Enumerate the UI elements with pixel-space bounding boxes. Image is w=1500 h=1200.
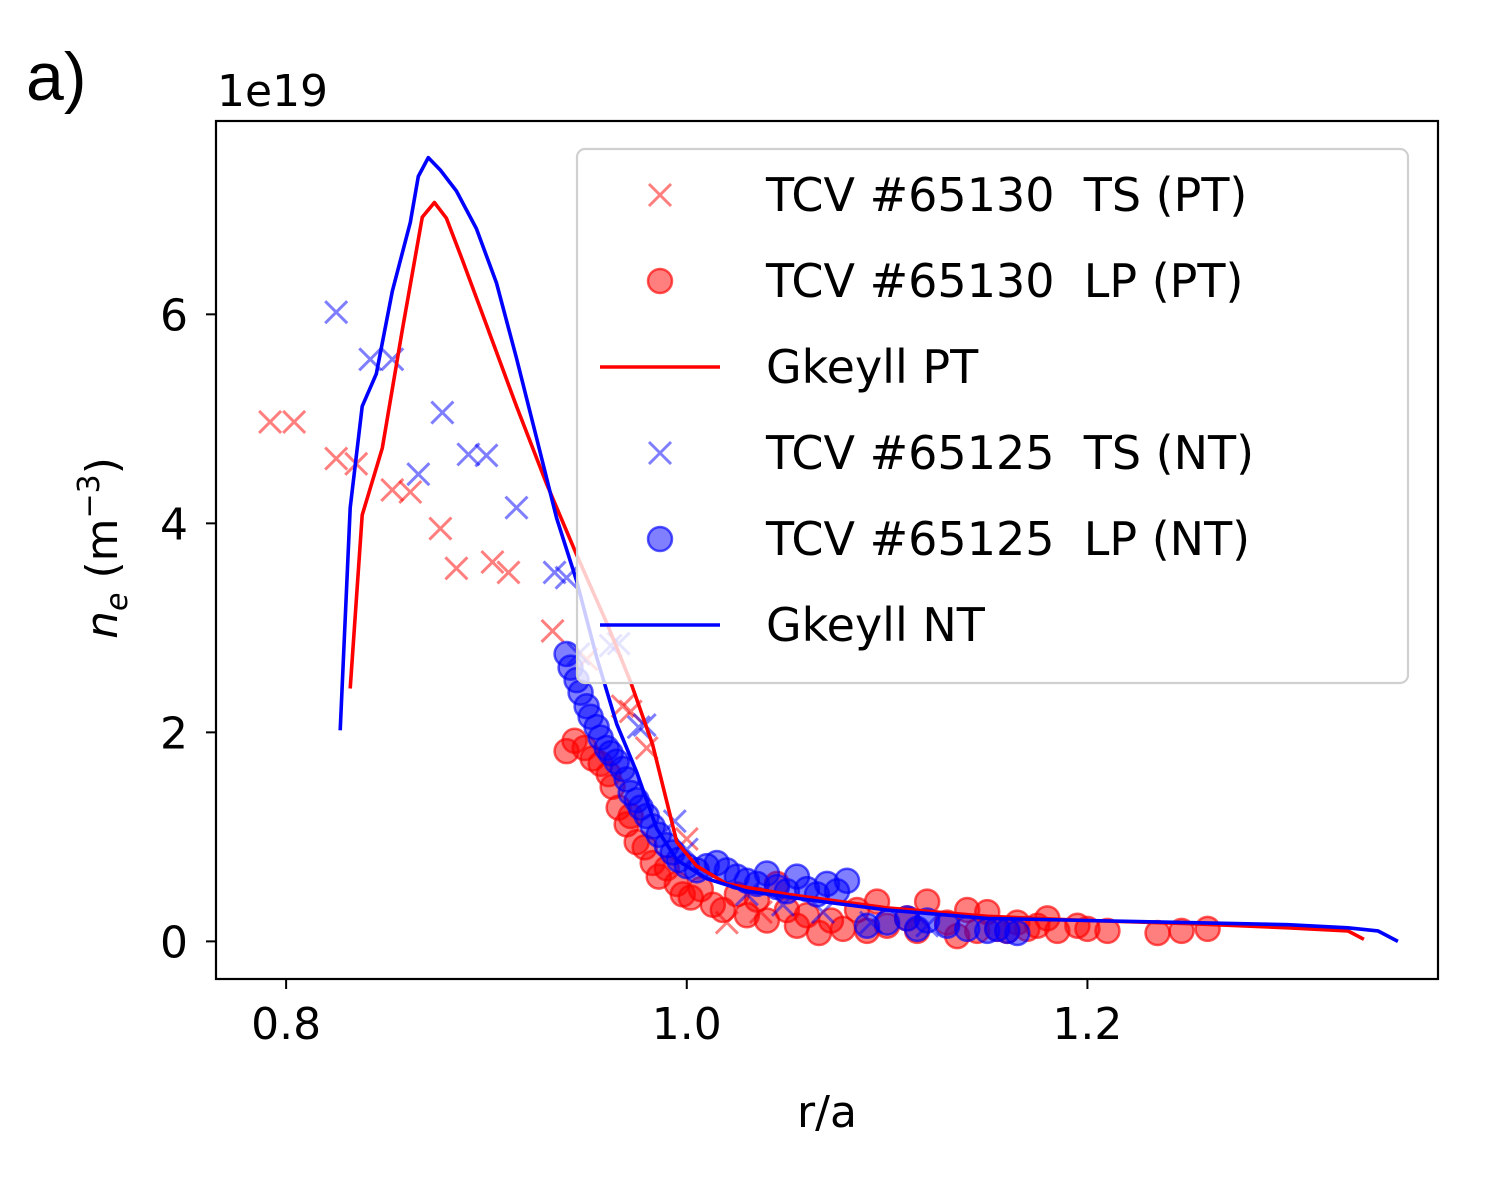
legend-entry: Gkeyll NT: [600, 598, 986, 652]
legend-label: TCV #65125 TS (NT): [765, 426, 1254, 480]
x-tick-label: 1.0: [652, 999, 722, 1050]
data-point-x: [496, 560, 521, 585]
legend-label: TCV #65125 LP (NT): [765, 512, 1250, 566]
legend-x-swatch: [647, 182, 673, 208]
legend-entry: Gkeyll PT: [600, 340, 979, 394]
data-point-circle: [1194, 915, 1221, 943]
data-point-x: [428, 516, 453, 541]
data-point-x: [430, 400, 455, 425]
axis-ticks: 0.8 1.0 1.2 0 2 4 6: [160, 290, 1122, 1050]
data-point-x: [258, 409, 283, 435]
data-point-x: [542, 560, 567, 585]
y-tick-label: 2: [160, 708, 188, 759]
legend-entry: TCV #65125 LP (NT): [646, 512, 1250, 566]
data-point-x: [456, 442, 481, 467]
x-axis-title: r/a: [797, 1087, 857, 1138]
y-axis-subscript: e: [100, 593, 135, 611]
legend-circle-swatch: [646, 525, 674, 553]
axes-frame: [214, 119, 1440, 981]
data-point-x: [444, 556, 469, 581]
legend-x-swatch: [647, 440, 673, 466]
legend-entry: TCV #65130 LP (PT): [646, 254, 1243, 308]
legend-label: TCV #65130 TS (PT): [765, 168, 1247, 222]
data-point-x: [324, 446, 349, 471]
y-axis-title: ne (m−3): [72, 457, 135, 639]
data-point-x: [540, 618, 565, 644]
legend: TCV #65130 TS (PT) TCV #65130 LP (PT) Gkey…: [575, 147, 1410, 685]
legend-circle-swatch: [646, 267, 674, 295]
x-tick-label: 0.8: [251, 999, 321, 1050]
legend-label: Gkeyll PT: [766, 340, 979, 394]
y-axis-unit-exponent: −3: [72, 474, 107, 518]
data-point-x: [282, 409, 307, 435]
data-point-x: [504, 495, 529, 520]
data-point-circle: [833, 867, 861, 895]
data-point-x: [406, 462, 431, 487]
y-axis-unit-prefix: (m: [77, 519, 128, 593]
data-point-x: [398, 479, 423, 505]
x-tick-label: 1.2: [1052, 999, 1122, 1050]
y-axis-symbol: n: [77, 611, 128, 639]
data-point-x: [324, 300, 349, 325]
y-tick-label: 6: [160, 290, 188, 341]
data-point-x: [474, 443, 499, 468]
y-tick-label: 0: [160, 917, 188, 968]
legend-label: Gkeyll NT: [766, 598, 986, 652]
y-tick-label: 4: [160, 499, 188, 550]
y-offset-label: 1e19: [217, 66, 328, 117]
legend-label: TCV #65130 LP (PT): [765, 254, 1243, 308]
data-point-x: [480, 549, 505, 575]
data-point-circle: [1004, 919, 1031, 947]
data-point-circle: [1094, 917, 1121, 945]
panel-label: a): [26, 39, 86, 115]
legend-entry: TCV #65125 TS (NT): [647, 426, 1254, 480]
legend-entry: TCV #65130 TS (PT): [647, 168, 1247, 222]
legend-box: [575, 147, 1410, 685]
data-point-x: [626, 715, 651, 740]
y-axis-unit-suffix: ): [77, 457, 128, 474]
